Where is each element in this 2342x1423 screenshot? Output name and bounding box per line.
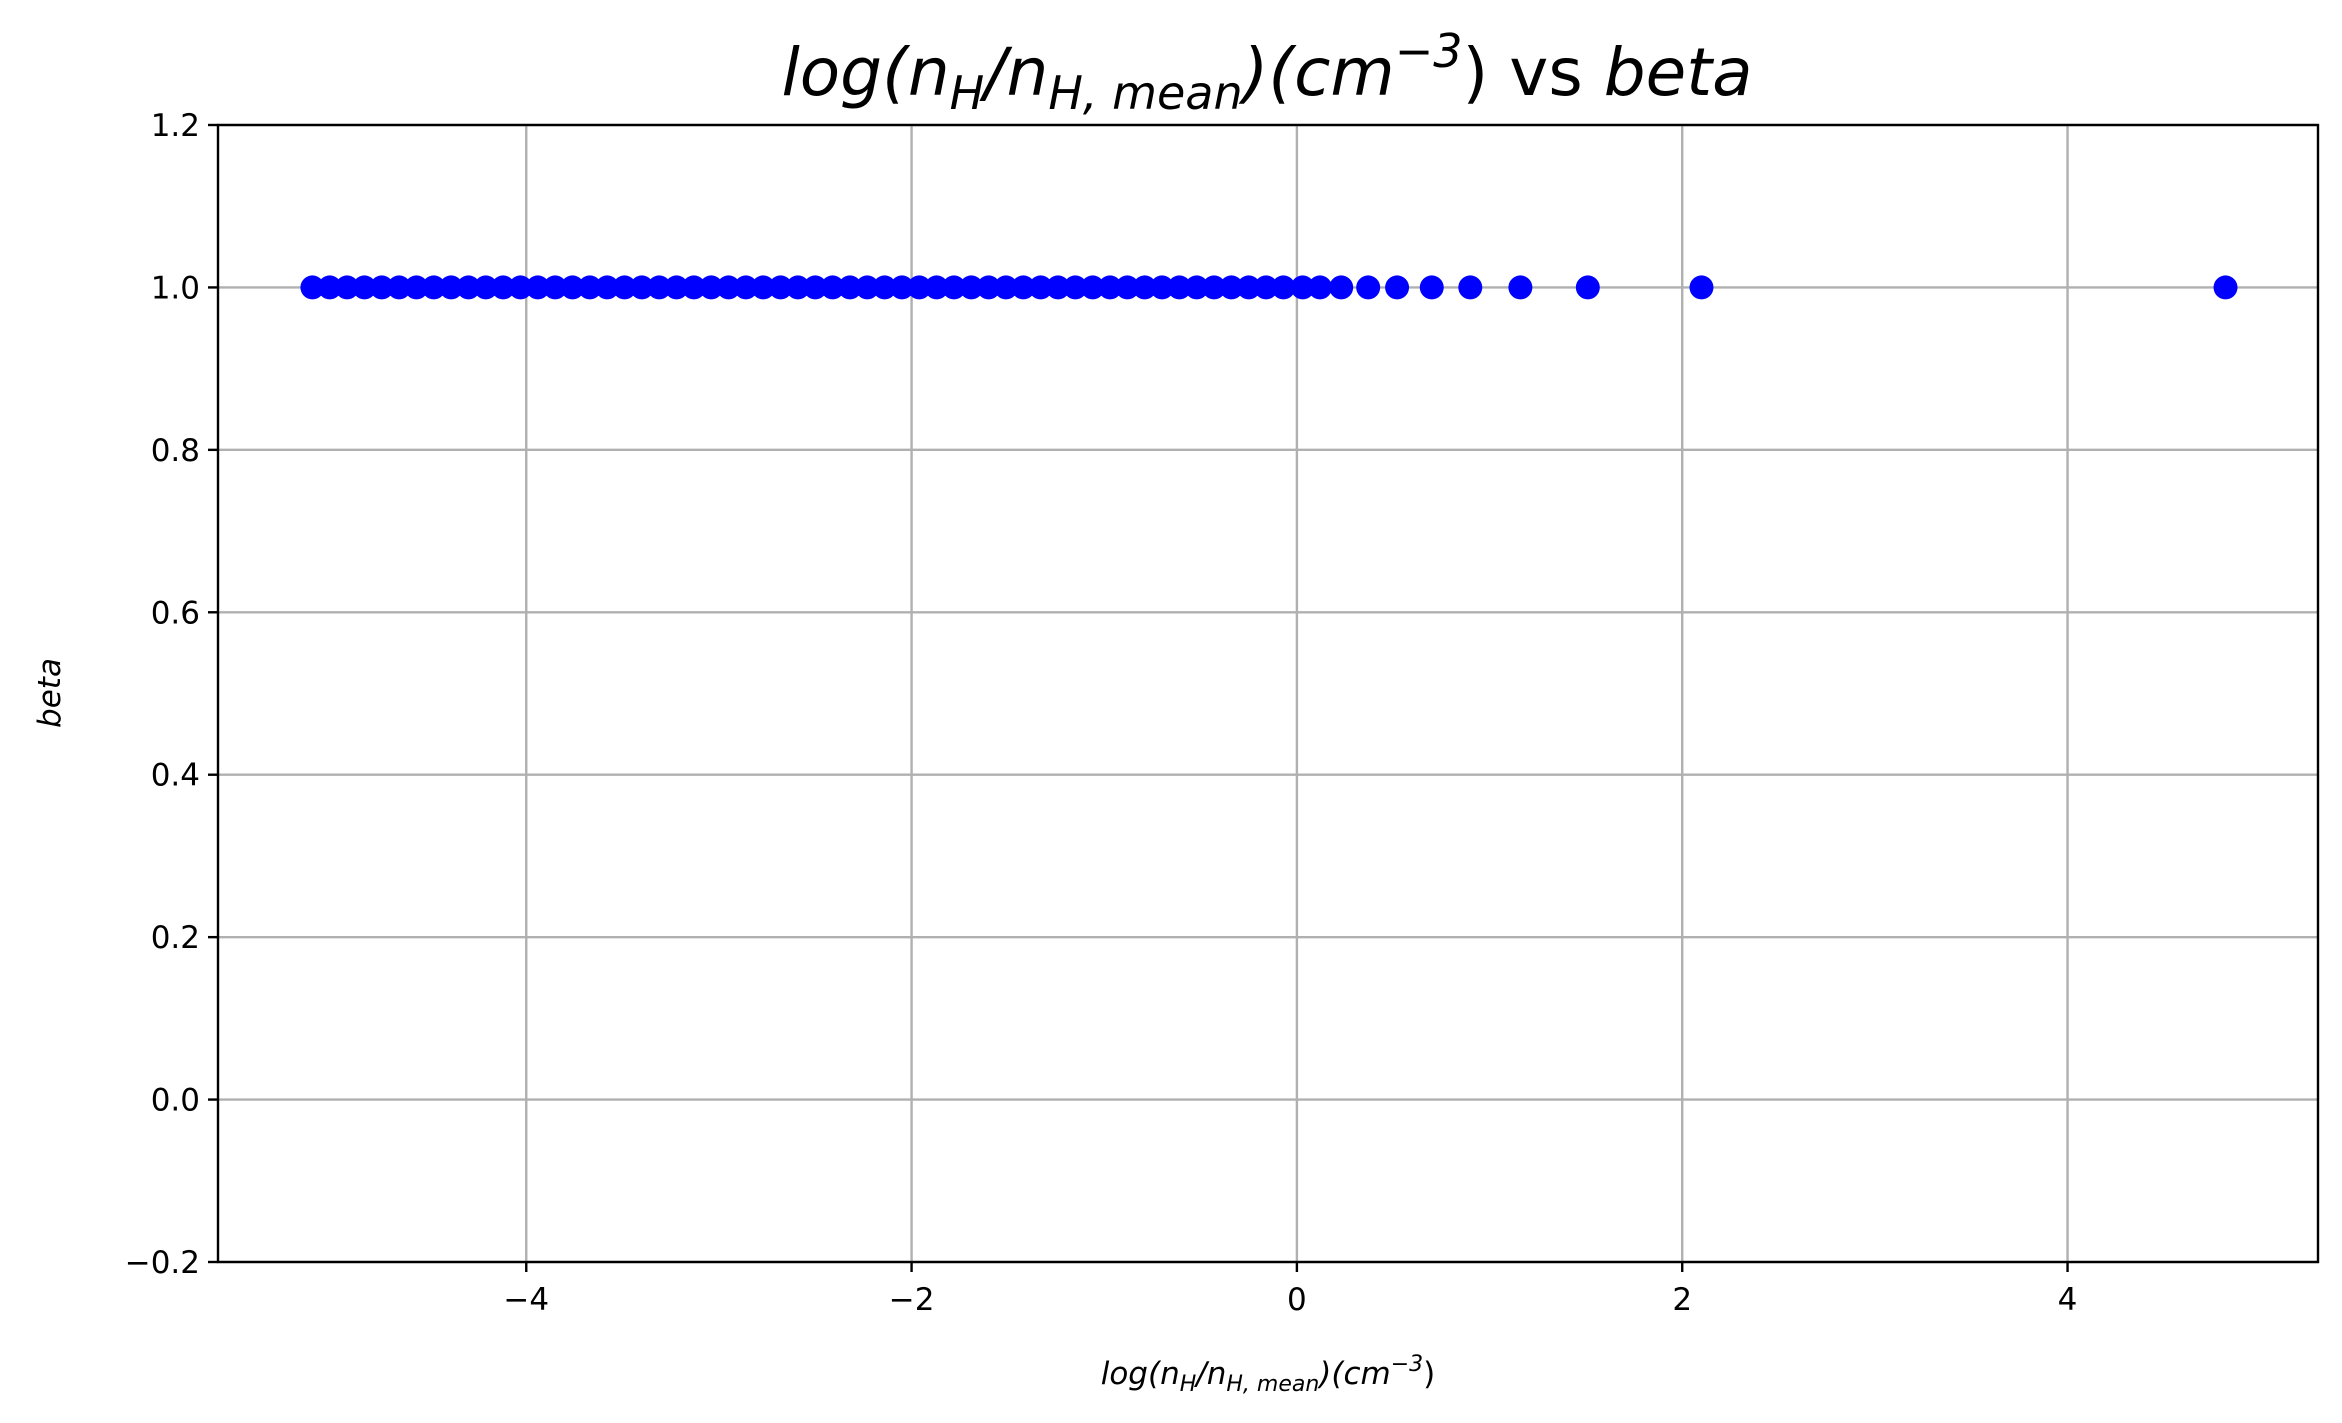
scatter-point bbox=[889, 275, 914, 300]
scatter-point bbox=[768, 275, 793, 300]
scatter-point bbox=[473, 275, 498, 300]
x-axis-label: log(nH/nH, mean)(cm−3) bbox=[1101, 1352, 1436, 1397]
scatter-point bbox=[629, 275, 654, 300]
scatter-point bbox=[1150, 275, 1175, 300]
scatter-point bbox=[1098, 275, 1123, 300]
scatter-point bbox=[317, 275, 342, 300]
scatter-point bbox=[733, 275, 758, 300]
scatter-point bbox=[959, 275, 984, 300]
x-tick-label: −4 bbox=[503, 1282, 549, 1318]
scatter-point bbox=[369, 275, 394, 300]
scatter-point bbox=[1115, 275, 1140, 300]
scatter-point bbox=[1046, 275, 1070, 300]
scatter-point bbox=[560, 275, 585, 300]
y-tick-label: 0.8 bbox=[151, 433, 200, 469]
scatter-point bbox=[820, 275, 845, 300]
scatter-point bbox=[525, 275, 550, 300]
scatter-point bbox=[837, 275, 862, 300]
scatter-point bbox=[924, 275, 949, 300]
scatter-point bbox=[1219, 275, 1244, 300]
x-tick-label: 0 bbox=[1287, 1282, 1307, 1318]
scatter-point bbox=[716, 275, 741, 300]
scatter-point bbox=[907, 275, 932, 300]
x-tick-label: 2 bbox=[1672, 1282, 1692, 1318]
y-axis-label: beta bbox=[32, 658, 68, 728]
scatter-point bbox=[1308, 275, 1333, 300]
scatter-point bbox=[1063, 275, 1088, 300]
scatter-point bbox=[1254, 275, 1279, 300]
scatter-point bbox=[404, 275, 429, 300]
scatter-point bbox=[508, 275, 533, 300]
scatter-point bbox=[647, 275, 672, 300]
scatter-point bbox=[681, 275, 706, 300]
scatter-point bbox=[699, 275, 724, 300]
scatter-point bbox=[785, 275, 810, 300]
scatter-point bbox=[456, 275, 481, 300]
y-tick-label: 0.4 bbox=[151, 758, 200, 794]
scatter-point bbox=[1028, 275, 1053, 300]
scatter-point bbox=[1356, 275, 1381, 300]
scatter-point bbox=[855, 275, 880, 300]
scatter-point bbox=[1290, 275, 1315, 300]
scatter-point bbox=[1458, 275, 1483, 300]
scatter-point bbox=[335, 275, 360, 300]
scatter-point bbox=[1689, 275, 1714, 300]
scatter-point bbox=[1271, 275, 1296, 300]
scatter-point bbox=[543, 275, 568, 300]
scatter-point bbox=[387, 275, 412, 300]
scatter-point bbox=[612, 275, 637, 300]
scatter-point bbox=[1385, 275, 1410, 300]
scatter-point bbox=[872, 275, 897, 300]
scatter-point bbox=[2213, 275, 2238, 300]
y-tick-label: 1.0 bbox=[151, 270, 200, 306]
y-axis-ticks: −0.2 0.0 0.2 0.4 0.6 0.8 1.0 1.2 bbox=[125, 108, 218, 1281]
x-tick-label: 4 bbox=[2058, 1282, 2078, 1318]
x-tick-label: −2 bbox=[889, 1282, 935, 1318]
y-tick-label: 0.2 bbox=[151, 920, 200, 956]
scatter-point bbox=[1080, 275, 1105, 300]
scatter-point bbox=[1508, 275, 1533, 300]
y-tick-label: −0.2 bbox=[125, 1245, 200, 1281]
scatter-point bbox=[421, 275, 446, 300]
scatter-point bbox=[803, 275, 828, 300]
plot-frame bbox=[216, 123, 2320, 1264]
scatter-point bbox=[1132, 275, 1157, 300]
scatter-point bbox=[1202, 275, 1227, 300]
scatter-point bbox=[1167, 275, 1192, 300]
scatter-point bbox=[941, 275, 966, 300]
scatter-point bbox=[595, 275, 620, 300]
y-tick-label: 0.0 bbox=[151, 1083, 200, 1119]
y-tick-label: 0.6 bbox=[151, 595, 200, 631]
scatter-point bbox=[1236, 275, 1261, 300]
scatter-point bbox=[1184, 275, 1209, 300]
x-axis-ticks: −4 −2 0 2 4 bbox=[503, 1262, 2077, 1318]
scatter-point bbox=[439, 275, 464, 300]
scatter-point bbox=[976, 275, 1001, 300]
scatter-point bbox=[1419, 275, 1444, 300]
points-layer bbox=[300, 275, 2238, 300]
scatter-point bbox=[1011, 275, 1036, 300]
scatter-point bbox=[300, 275, 325, 300]
scatter-point bbox=[1329, 275, 1354, 300]
scatter-point bbox=[751, 275, 776, 300]
y-tick-label: 1.2 bbox=[151, 108, 200, 144]
scatter-point bbox=[664, 275, 689, 300]
scatter-point bbox=[491, 275, 516, 300]
chart-title: log(nH/nH, mean)(cm−3) vs beta bbox=[781, 24, 1752, 120]
scatter-point bbox=[993, 275, 1018, 300]
scatter-point bbox=[577, 275, 602, 300]
scatter-point bbox=[352, 275, 377, 300]
scatter-point bbox=[1575, 275, 1600, 300]
